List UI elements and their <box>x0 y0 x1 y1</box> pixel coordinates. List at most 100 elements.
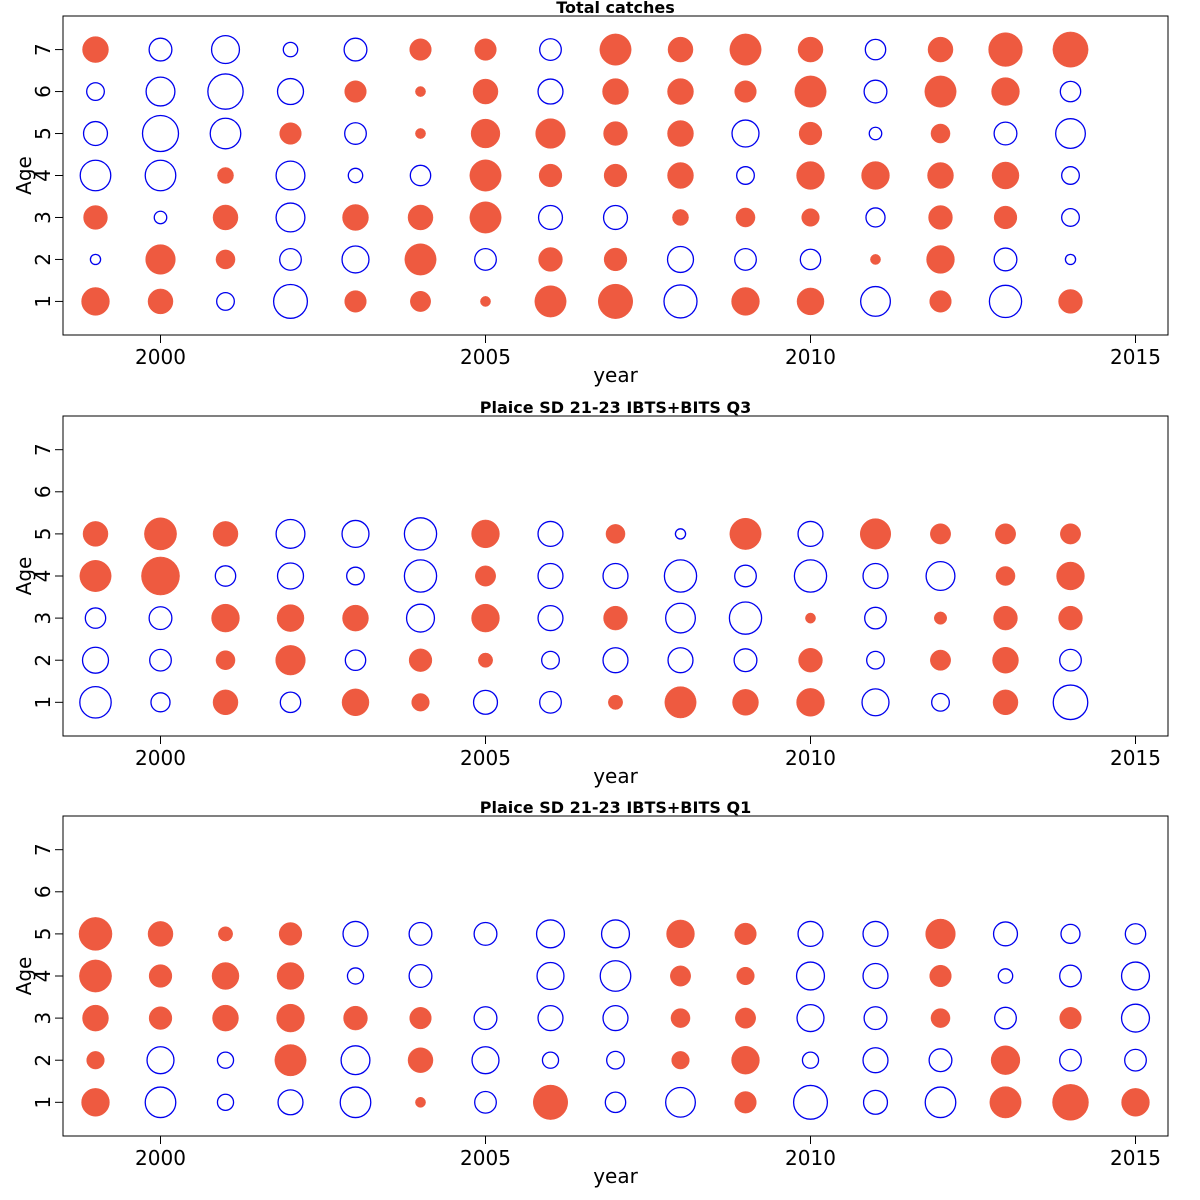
bubble-negative <box>535 919 566 949</box>
bubble-positive <box>603 247 628 272</box>
bubble-negative <box>539 690 562 714</box>
bubble-negative <box>81 646 110 674</box>
bubble-positive <box>278 922 303 946</box>
x-tick-label: 2000 <box>135 746 186 770</box>
bubble-negative <box>409 164 432 187</box>
y-tick-label: 2 <box>31 253 55 266</box>
bubble-negative <box>279 691 302 714</box>
bubble-positive <box>927 162 954 189</box>
bubble-negative <box>89 253 102 266</box>
bubble-negative <box>144 159 177 192</box>
y-tick-label: 4 <box>31 970 55 983</box>
x-tick-label: 2010 <box>785 1146 836 1170</box>
x-tick-label: 2005 <box>460 345 511 369</box>
bubble-negative <box>994 1006 1017 1030</box>
bubble-positive <box>343 1005 368 1031</box>
bubble-negative <box>153 210 168 225</box>
bubble-positive <box>732 689 759 716</box>
bubble-negative <box>862 962 889 990</box>
bubble-positive <box>605 524 626 544</box>
bubble-positive <box>672 209 689 226</box>
x-axis-title: year <box>593 1164 638 1188</box>
bubble-positive <box>469 201 502 234</box>
y-tick-label: 6 <box>31 85 55 98</box>
bubble-negative <box>148 37 173 62</box>
bubble-negative <box>86 82 105 102</box>
bubble-positive <box>1058 605 1083 631</box>
bubble-negative <box>405 603 436 633</box>
bubble-positive <box>991 161 1020 190</box>
bubble-positive <box>731 1046 760 1075</box>
y-tick-label: 5 <box>31 127 55 140</box>
bubble-negative <box>860 285 891 317</box>
bubble-positive <box>534 285 567 318</box>
bubble-negative <box>862 920 889 948</box>
bubble-negative <box>340 1045 371 1076</box>
bubble-positive <box>342 604 369 632</box>
bubble-positive <box>344 80 367 103</box>
bubble-positive <box>538 247 563 272</box>
y-axis-title: Age <box>12 957 36 996</box>
x-tick-label: 2010 <box>785 345 836 369</box>
x-tick-label: 2015 <box>1110 345 1161 369</box>
bubble-negative <box>992 921 1019 947</box>
bubble-negative <box>150 692 171 713</box>
bubble-negative <box>272 283 309 319</box>
bubble-negative <box>79 685 112 719</box>
bubble-negative <box>408 963 433 989</box>
bubble-negative <box>341 245 370 274</box>
bubble-positive <box>212 689 239 716</box>
bubble-positive <box>930 123 951 144</box>
bubble-negative <box>795 961 826 991</box>
bubble-positive <box>603 121 628 146</box>
bubble-negative <box>602 1004 629 1032</box>
bubble-positive <box>415 1096 426 1108</box>
bubble-negative <box>928 1048 953 1073</box>
bubble-negative <box>604 1091 627 1114</box>
bubble-negative <box>344 649 367 672</box>
bubble-positive <box>279 122 302 145</box>
bubble-negative <box>865 207 886 228</box>
bubble-positive <box>86 1051 105 1070</box>
bubble-positive <box>670 965 691 987</box>
bubble-positive <box>275 645 306 676</box>
bubble-positive <box>927 36 954 63</box>
bubble-negative <box>863 1006 888 1031</box>
bubble-positive <box>535 118 566 149</box>
bubble-positive <box>992 689 1019 716</box>
bubble-negative <box>210 34 241 65</box>
bubble-positive <box>276 1003 305 1033</box>
bubble-positive <box>475 565 496 587</box>
panel-title: Plaice SD 21-23 IBTS+BITS Q3 <box>480 398 751 417</box>
bubble-positive <box>734 80 757 103</box>
x-tick-label: 2005 <box>460 746 511 770</box>
y-tick-label: 3 <box>31 612 55 625</box>
bubble-negative <box>602 562 629 590</box>
y-tick-label: 5 <box>31 528 55 541</box>
bubble-negative <box>541 1051 560 1069</box>
bubble-positive <box>141 556 180 596</box>
bubble-negative <box>663 559 698 593</box>
panel-2: Plaice SD 21-23 IBTS+BITS Q3 2000 2005 2010… <box>12 398 1169 788</box>
bubble-positive <box>929 964 952 988</box>
bubble-negative <box>666 245 695 274</box>
bubble-negative <box>864 38 887 61</box>
bubble-positive <box>859 518 892 550</box>
bubble-positive <box>934 611 947 625</box>
bubble-positive <box>217 167 234 184</box>
bubble-positive <box>215 650 236 670</box>
bubble-negative <box>734 247 757 271</box>
bubble-negative <box>145 76 176 107</box>
bubble-positive <box>734 1091 757 1114</box>
bubble-positive <box>1060 523 1081 545</box>
bubble-negative <box>792 1084 829 1120</box>
bubble-negative <box>148 606 173 631</box>
bubble-negative <box>84 607 107 629</box>
bubble-negative <box>141 114 180 153</box>
bubble-negative <box>346 967 365 985</box>
bubble-positive <box>930 523 951 545</box>
bubble-positive <box>924 75 957 108</box>
y-tick-label: 7 <box>31 43 55 56</box>
panel-1: Total catches 2000 2005 2010 2015 1 2 3 4 5 6 7 year… <box>12 0 1169 387</box>
bubble-positive <box>538 163 563 188</box>
